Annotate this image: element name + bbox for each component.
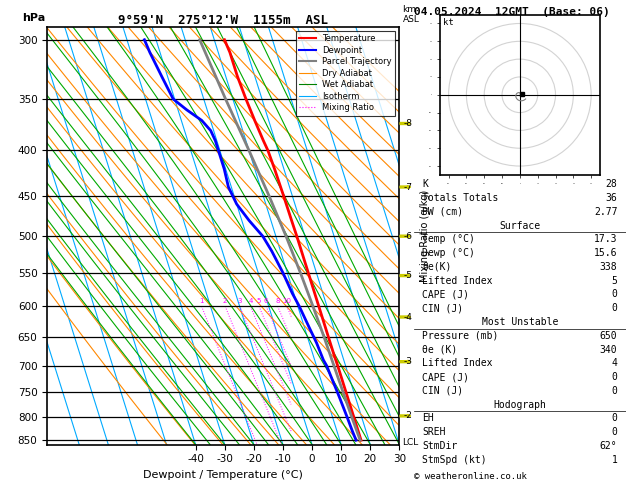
Text: 0: 0 xyxy=(611,303,618,313)
Text: Mixing Ratio (g/kg): Mixing Ratio (g/kg) xyxy=(420,190,430,282)
Text: CAPE (J): CAPE (J) xyxy=(422,290,469,299)
Text: Lifted Index: Lifted Index xyxy=(422,358,493,368)
Text: -5: -5 xyxy=(404,271,413,280)
Text: StmSpd (kt): StmSpd (kt) xyxy=(422,455,487,465)
Text: K: K xyxy=(422,179,428,189)
Text: Totals Totals: Totals Totals xyxy=(422,193,499,203)
Text: 15.6: 15.6 xyxy=(594,248,618,258)
Text: EH: EH xyxy=(422,414,434,423)
Text: 0: 0 xyxy=(611,290,618,299)
Text: 0: 0 xyxy=(611,386,618,396)
Text: 4: 4 xyxy=(248,298,253,304)
Text: SREH: SREH xyxy=(422,427,446,437)
Text: StmDir: StmDir xyxy=(422,441,458,451)
Text: θe(K): θe(K) xyxy=(422,262,452,272)
Text: hPa: hPa xyxy=(23,13,46,22)
Text: 5: 5 xyxy=(611,276,618,286)
Text: LCL: LCL xyxy=(403,438,419,447)
Text: km
ASL: km ASL xyxy=(403,5,420,24)
X-axis label: Dewpoint / Temperature (°C): Dewpoint / Temperature (°C) xyxy=(143,470,303,480)
Text: -7: -7 xyxy=(404,183,413,191)
Text: kt: kt xyxy=(443,18,454,27)
Text: 650: 650 xyxy=(599,331,618,341)
Text: 4: 4 xyxy=(611,358,618,368)
Text: 62°: 62° xyxy=(599,441,618,451)
Text: -3: -3 xyxy=(404,357,413,366)
Text: CAPE (J): CAPE (J) xyxy=(422,372,469,382)
Text: 0: 0 xyxy=(611,372,618,382)
Text: 0: 0 xyxy=(611,414,618,423)
Text: Dewp (°C): Dewp (°C) xyxy=(422,248,476,258)
Text: 340: 340 xyxy=(599,345,618,354)
Text: 338: 338 xyxy=(599,262,618,272)
Text: Hodograph: Hodograph xyxy=(493,399,547,410)
Text: 17.3: 17.3 xyxy=(594,234,618,244)
Text: 10: 10 xyxy=(282,298,291,304)
Text: PW (cm): PW (cm) xyxy=(422,207,464,217)
Text: CIN (J): CIN (J) xyxy=(422,386,464,396)
Text: θe (K): θe (K) xyxy=(422,345,458,354)
Text: Most Unstable: Most Unstable xyxy=(482,317,558,327)
Text: 2.77: 2.77 xyxy=(594,207,618,217)
Legend: Temperature, Dewpoint, Parcel Trajectory, Dry Adiabat, Wet Adiabat, Isotherm, Mi: Temperature, Dewpoint, Parcel Trajectory… xyxy=(296,31,395,116)
Text: 28: 28 xyxy=(606,179,618,189)
Text: 0: 0 xyxy=(611,427,618,437)
Text: Temp (°C): Temp (°C) xyxy=(422,234,476,244)
Text: 1: 1 xyxy=(611,455,618,465)
Text: 8: 8 xyxy=(276,298,280,304)
Text: -6: -6 xyxy=(404,232,413,241)
Text: 6: 6 xyxy=(264,298,269,304)
Text: Pressure (mb): Pressure (mb) xyxy=(422,331,499,341)
Text: -2: -2 xyxy=(404,412,413,420)
Text: 04.05.2024  12GMT  (Base: 06): 04.05.2024 12GMT (Base: 06) xyxy=(414,7,610,17)
Text: CIN (J): CIN (J) xyxy=(422,303,464,313)
Text: © weatheronline.co.uk: © weatheronline.co.uk xyxy=(414,472,526,481)
Text: Surface: Surface xyxy=(499,221,540,230)
Text: 5: 5 xyxy=(257,298,261,304)
Title: 9°59'N  275°12'W  1155m  ASL: 9°59'N 275°12'W 1155m ASL xyxy=(118,14,328,27)
Text: -8: -8 xyxy=(404,119,413,128)
Text: 36: 36 xyxy=(606,193,618,203)
Text: Lifted Index: Lifted Index xyxy=(422,276,493,286)
Text: 3: 3 xyxy=(238,298,242,304)
Text: 2: 2 xyxy=(223,298,227,304)
Text: 1: 1 xyxy=(199,298,204,304)
Text: -4: -4 xyxy=(404,312,413,322)
